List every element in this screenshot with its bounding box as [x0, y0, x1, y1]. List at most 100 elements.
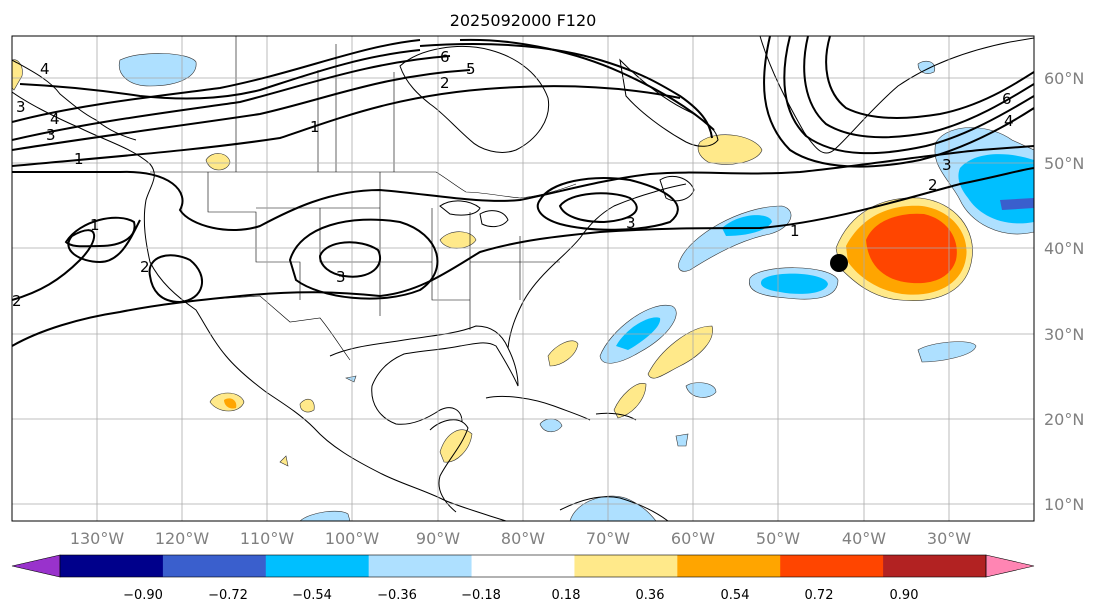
coastline-hudson-bay [399, 46, 550, 153]
contour-main-2 [12, 167, 1034, 347]
anomaly-blue-subtropic-3 [917, 341, 977, 363]
contour-label-12: 3 [336, 268, 346, 286]
anomaly-yellow-subtropic-2 [547, 340, 579, 367]
colorbar-tick-4: −0.36 [377, 588, 417, 603]
contour-main-3 [12, 219, 141, 301]
colorbar-tick-9: 0.72 [805, 588, 834, 603]
height-contours [12, 36, 1034, 347]
lat-label-40n: 40°N [1044, 239, 1084, 258]
anomaly-red-ridge [866, 213, 957, 284]
colorbar-ticks: −0.90 −0.72 −0.54 −0.36 −0.18 0.18 0.36 … [123, 588, 918, 603]
lat-labels: 60°N 50°N 40°N 30°N 20°N 10°N [1044, 69, 1084, 514]
anomaly-yellow-bc [205, 153, 231, 171]
contour-label-11: 1 [310, 118, 320, 136]
contour-west-arc [64, 216, 136, 248]
contour-north-3 [12, 69, 471, 151]
colorbar-segment [677, 555, 781, 577]
contour-label-9: 5 [466, 60, 476, 78]
anomaly-yellow-subtropic-1 [647, 325, 713, 379]
anomaly-orange-pacific [224, 398, 237, 409]
colorbar-tick-6: 0.18 [552, 588, 581, 603]
colorbar-segment [780, 555, 884, 577]
colorbar-over-arrow [985, 554, 1035, 578]
colorbar-segment [471, 555, 575, 577]
contour-label-17: 3 [16, 98, 26, 116]
colorbar-segment [368, 555, 473, 577]
anomaly-yellow-alaska [12, 59, 23, 91]
border-us-mexico [195, 295, 351, 361]
lat-label-50n: 50°N [1044, 154, 1084, 173]
colorbar-tick-1: −0.90 [123, 588, 163, 603]
contour-low-gulf [288, 218, 439, 300]
lon-label-90w: 90°W [416, 529, 460, 548]
anomaly-blue-southern-2 [569, 495, 657, 521]
colorbar-frame [59, 554, 987, 578]
anomaly-yellow-gulf [439, 231, 477, 249]
contour-north-2 [12, 55, 451, 141]
contour-north-1 [12, 39, 421, 123]
contour-greenland-2 [783, 36, 1034, 155]
contour-label-5: 1 [90, 216, 100, 234]
lon-label-60w: 60°W [671, 529, 715, 548]
lat-label-30n: 30°N [1044, 325, 1084, 344]
contour-label-2: 3 [46, 126, 56, 144]
contour-label-4: 1 [74, 150, 84, 168]
colorbar-tick-7: 0.36 [636, 588, 665, 603]
contour-label-10: 2 [440, 74, 450, 92]
lon-labels: 130°W 120°W 110°W 100°W 90°W 80°W 70°W 6… [70, 529, 971, 548]
coastline-cuba [485, 395, 591, 421]
lon-label-40w: 40°W [842, 529, 886, 548]
colorbar-under-arrow [11, 554, 61, 578]
lon-label-100w: 100°W [325, 529, 380, 548]
border-us-states [207, 172, 560, 330]
anomaly-blue-small-2 [345, 375, 357, 383]
colorbar-segment [60, 555, 164, 577]
contour-low-east-inner [558, 192, 638, 224]
contour-label-18: 6 [1002, 90, 1012, 108]
colorbar-segment [162, 555, 267, 577]
map-panel: 4 3 4 1 1 2 2 6 5 2 1 3 3 3 1 2 3 6 4 [12, 36, 1034, 521]
lon-label-70w: 70°W [586, 529, 630, 548]
contour-west-low [148, 254, 203, 304]
colorbar-segment [574, 555, 678, 577]
anomaly-blue-greenland-core [1000, 198, 1034, 210]
coastline-central-america [429, 419, 469, 513]
map-title: 2025092000 F120 [450, 11, 597, 30]
border-canada-provinces [235, 36, 395, 172]
lon-label-30w: 30°W [927, 529, 971, 548]
contour-label-19: 4 [1004, 112, 1014, 130]
colorbar-tick-2: −0.72 [208, 588, 248, 603]
anomaly-yellow-subtropic-3 [613, 383, 647, 419]
political-borders [150, 36, 577, 361]
contour-label-group: 4 3 4 1 1 2 2 6 5 2 1 3 3 3 1 2 3 6 4 [12, 48, 1014, 310]
contour-low-east [536, 177, 679, 231]
lon-label-120w: 120°W [155, 529, 210, 548]
lon-label-110w: 110°W [240, 529, 295, 548]
contour-label-6: 2 [140, 258, 150, 276]
colorbar-tick-5: −0.18 [461, 588, 501, 603]
contour-label-13: 3 [626, 214, 636, 232]
anomaly-yellow-mexico [299, 398, 315, 413]
coastline-gulf-us [329, 325, 519, 425]
colorbar-segments [11, 554, 1035, 578]
contour-label-7: 2 [12, 292, 22, 310]
lon-label-50w: 50°W [756, 529, 800, 548]
contour-label-14: 3 [942, 156, 952, 174]
contour-label-3: 4 [50, 110, 60, 128]
colorbar-tick-3: −0.54 [292, 588, 332, 603]
lat-label-10n: 10°N [1044, 495, 1084, 514]
coastline-newfoundland [659, 175, 695, 202]
coastline-south-america [559, 496, 669, 521]
contour-label-15: 1 [790, 222, 800, 240]
contour-label-1: 4 [40, 60, 50, 78]
anomaly-blue-small-1 [675, 433, 689, 447]
position-marker [830, 254, 848, 272]
colorbar-tick-10: 0.90 [890, 588, 919, 603]
coastline-great-lakes-1 [439, 200, 481, 216]
graticule [12, 36, 1034, 521]
colorbar: −0.90 −0.72 −0.54 −0.36 −0.18 0.18 0.36 … [11, 554, 1035, 603]
coastline-great-lakes-2 [479, 210, 509, 228]
coastline-north-america [12, 91, 507, 521]
contour-label-8: 6 [440, 48, 450, 66]
map-frame [11, 35, 1035, 522]
